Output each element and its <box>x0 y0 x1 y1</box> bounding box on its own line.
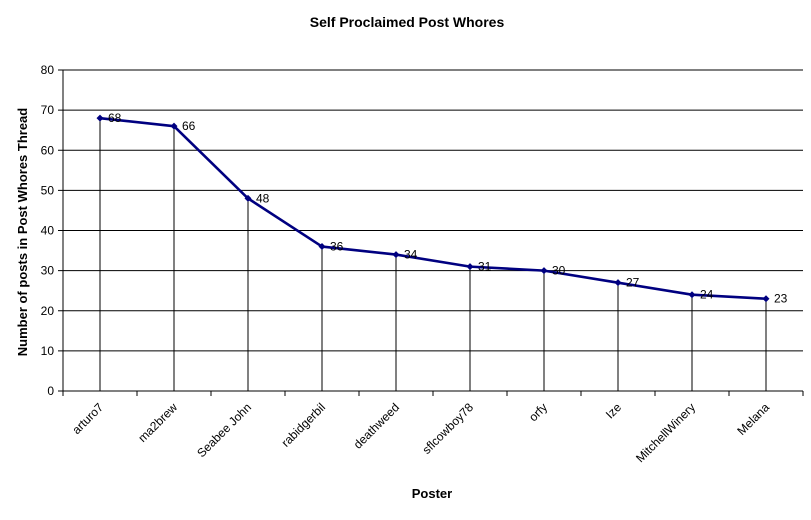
data-label: 48 <box>256 191 270 205</box>
series-line-path <box>99 116 767 301</box>
series-line <box>99 116 767 301</box>
x-tick-label: orfy <box>526 400 550 424</box>
data-label: 34 <box>404 248 418 262</box>
data-label: 31 <box>478 260 492 274</box>
y-tick-label: 50 <box>41 183 55 197</box>
x-tick-label: ma2brew <box>135 400 180 445</box>
data-point <box>614 279 622 287</box>
x-tick-label: arturo7 <box>69 400 106 437</box>
data-label: 36 <box>330 240 344 254</box>
data-label: 24 <box>700 288 714 302</box>
data-label: 66 <box>182 119 196 133</box>
x-tick-label: Melana <box>734 400 772 438</box>
x-tick-label: rabidgerbil <box>279 400 329 450</box>
data-point <box>392 251 400 259</box>
drop-lines <box>99 118 767 391</box>
data-labels: 68 66 48 36 34 31 30 27 24 23 <box>108 111 788 306</box>
y-tick-label: 20 <box>41 304 55 318</box>
data-label: 30 <box>552 264 566 278</box>
x-tick-label: Seabee John <box>194 400 254 460</box>
y-tick-label: 40 <box>41 224 55 238</box>
x-tick-label: deathweed <box>351 400 402 451</box>
y-tick-label: 80 <box>41 63 55 77</box>
y-axis-ticks: 0 10 20 30 40 50 60 70 80 <box>41 63 63 398</box>
data-point <box>96 114 104 122</box>
gridlines <box>63 69 803 352</box>
y-tick-label: 70 <box>41 103 55 117</box>
x-axis-ticks: arturo7 ma2brew Seabee John rabidgerbil deat… <box>62 391 804 465</box>
y-tick-label: 0 <box>47 384 54 398</box>
x-tick-label: Ize <box>603 400 624 421</box>
chart-title: Self Proclaimed Post Whores <box>310 14 505 30</box>
data-point <box>688 291 696 299</box>
data-markers <box>96 114 770 303</box>
data-label: 23 <box>774 292 788 306</box>
x-tick-label: sflcowboy78 <box>420 400 477 457</box>
y-tick-label: 30 <box>41 264 55 278</box>
y-axis-title: Number of posts in Post Whores Thread <box>15 108 30 357</box>
y-tick-label: 10 <box>41 344 55 358</box>
data-point <box>318 243 326 251</box>
x-axis-title: Poster <box>412 486 452 501</box>
data-point <box>466 263 474 271</box>
data-label: 27 <box>626 276 640 290</box>
y-tick-label: 60 <box>41 143 55 157</box>
data-label: 68 <box>108 111 122 125</box>
data-point <box>762 295 770 303</box>
data-point <box>244 194 252 202</box>
data-point <box>540 267 548 275</box>
data-point <box>170 122 178 130</box>
x-tick-label: MitchellWinery <box>633 400 698 465</box>
